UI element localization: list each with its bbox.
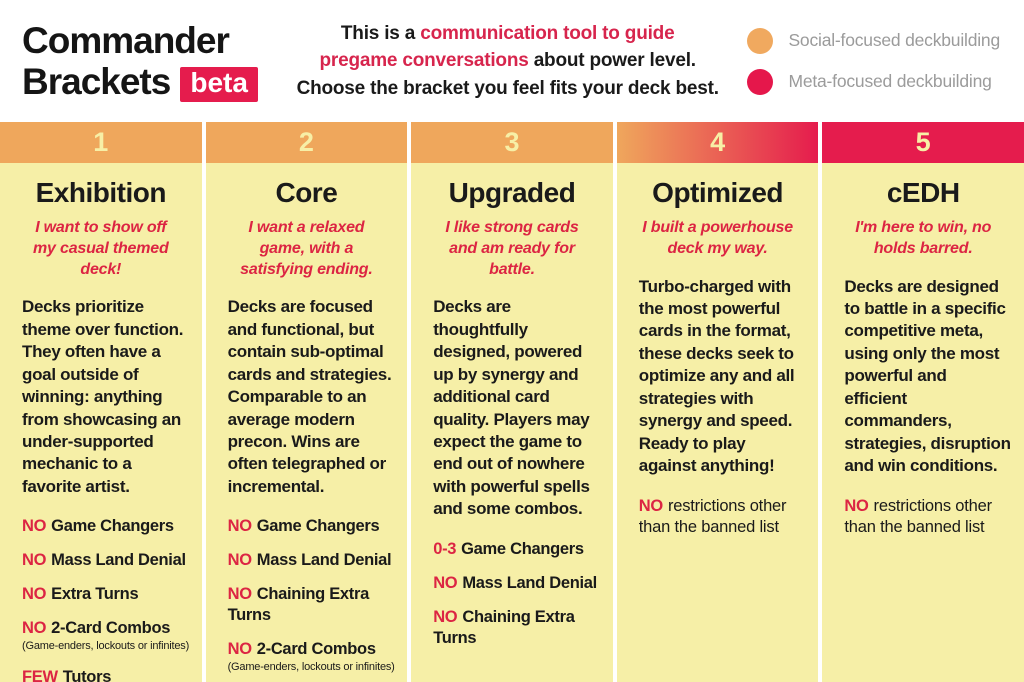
rule-item: NO restrictions other than the banned lis… (844, 496, 1012, 538)
rule-note: (Game-enders, lockouts or infinites) (227, 661, 395, 674)
rule-keyword: NO (638, 496, 663, 515)
rule-text: Mass Land Denial (462, 573, 597, 592)
bracket-description: Decks are focused and functional, but co… (227, 297, 392, 496)
bracket-description: Turbo-charged with the most powerful car… (638, 276, 795, 476)
rule-text: restrictions other than the banned list (844, 496, 992, 536)
rule-text: Extra Turns (51, 585, 139, 604)
rule-keyword: NO (22, 551, 47, 570)
rule-text: Game Changers (461, 539, 584, 558)
rule-keyword: FEW (22, 668, 58, 682)
bracket-column-core: Core I want a relaxed game, with a satis… (205, 163, 408, 682)
bracket-tagline: I want to show off my casual themed deck… (33, 219, 169, 278)
bracket-5-number: 5 (822, 122, 1024, 163)
rule-keyword: NO (433, 573, 458, 592)
bracket-rules: NO restrictions other than the banned lis… (627, 496, 809, 538)
rule-item: NO Chaining Extra Turns (433, 607, 601, 649)
rule-text: Game Changers (256, 517, 380, 536)
bracket-1-number: 1 (0, 122, 202, 163)
bracket-rules: 0-3 Game Changers NO Mass Land Denial NO Ch… (421, 539, 603, 649)
rule-keyword: NO (22, 585, 47, 604)
rule-item: 0-3 Game Changers (433, 539, 601, 560)
bracket-column-exhibition: Exhibition I want to show off my casual … (0, 163, 202, 682)
bracket-grid: 1 2 3 4 5 Exhibition I want to show off … (0, 122, 1024, 682)
bracket-3-number: 3 (411, 122, 613, 163)
rule-keyword: NO (844, 496, 869, 515)
intro-line-3: Choose the bracket you feel fits your de… (296, 77, 719, 99)
rule-text: Game Changers (51, 517, 174, 536)
header: Commander Brackets beta This is a communi… (0, 0, 1024, 122)
rule-item: NO Game Changers (22, 516, 190, 537)
rule-item: NO Mass Land Denial (433, 573, 601, 594)
legend-social-label: Social-focused deckbuilding (788, 30, 1000, 50)
rule-text: restrictions other than the banned list (638, 496, 787, 536)
rule-item: NO restrictions other than the banned lis… (639, 496, 807, 538)
rule-item: NO Mass Land Denial (228, 550, 396, 571)
bracket-name: Core (275, 177, 338, 208)
bracket-description: Decks prioritize theme over function. Th… (22, 297, 184, 496)
rule-item: NO Mass Land Denial (22, 550, 190, 571)
rule-item: FEW Tutors (22, 667, 190, 682)
legend-social-row: Social-focused deckbuilding (747, 27, 1000, 54)
rule-item: NO Game Changers (228, 516, 396, 537)
bracket-description: Decks are thoughtfully designed, powered… (433, 297, 590, 519)
legend-meta-label: Meta-focused deckbuilding (788, 71, 992, 91)
rule-text: 2-Card Combos (256, 640, 376, 659)
intro-text: This is a communication tool to guide pr… (297, 20, 719, 103)
bracket-2-number: 2 (205, 122, 408, 163)
meta-dot-icon (747, 68, 774, 95)
bracket-tagline: I like strong cards and am ready for bat… (445, 219, 579, 278)
rule-keyword: NO (227, 517, 252, 536)
bracket-rules: NO Game Changers NO Mass Land Denial NO Cha… (216, 516, 398, 682)
rule-text: 2-Card Combos (51, 619, 171, 638)
bracket-name: Upgraded (448, 177, 576, 208)
page-title: Commander Brackets beta (22, 20, 258, 103)
legend-meta-row: Meta-focused deckbuilding (747, 68, 1000, 95)
title-brackets-text: Brackets (22, 61, 171, 102)
rule-keyword: NO (22, 517, 47, 536)
rule-text: Tutors (62, 668, 112, 682)
title-line-2: Brackets beta (22, 61, 258, 103)
bracket-description: Decks are designed to battle in a specif… (844, 276, 1011, 476)
bracket-tagline: I'm here to win, no holds barred. (855, 219, 992, 257)
bracket-name: Exhibition (35, 177, 167, 208)
rule-text: Chaining Extra Turns (433, 607, 575, 647)
bracket-name: cEDH (886, 177, 960, 208)
rule-keyword: NO (433, 607, 458, 626)
rule-item: NO 2-Card Combos (Game-enders, lockouts o… (228, 639, 396, 675)
rule-item: NO 2-Card Combos (Game-enders, lockouts o… (22, 618, 190, 654)
rule-keyword: NO (227, 585, 252, 604)
social-dot-icon (747, 27, 774, 54)
beta-badge: beta (180, 67, 258, 103)
bracket-column-upgraded: Upgraded I like strong cards and am read… (411, 163, 613, 682)
bracket-column-cedh: cEDH I'm here to win, no holds barred. D… (822, 163, 1024, 682)
rule-keyword: NO (227, 640, 252, 659)
bracket-4-number: 4 (616, 122, 819, 163)
rule-text: Chaining Extra Turns (227, 585, 370, 625)
bracket-column-optimized: Optimized I built a powerhouse deck my w… (616, 163, 819, 682)
rule-keyword: NO (227, 551, 252, 570)
legend: Social-focused deckbuilding Meta-focused… (747, 27, 1006, 95)
bracket-tagline: I built a powerhouse deck my way. (642, 219, 793, 257)
rule-text: Mass Land Denial (51, 551, 186, 570)
intro-line-1: This is a communication tool to guide (340, 22, 675, 44)
title-line-1: Commander (22, 19, 230, 61)
intro-line-2: pregame conversations about power level. (319, 50, 697, 72)
bracket-name: Optimized (652, 177, 784, 208)
rule-item: NO Chaining Extra Turns (228, 584, 396, 626)
rule-keyword: 0-3 (433, 539, 457, 558)
rule-keyword: NO (22, 619, 47, 638)
bracket-rules: NO restrictions other than the banned lis… (832, 496, 1014, 538)
rule-note: (Game-enders, lockouts or infinites) (22, 640, 190, 653)
bracket-rules: NO Game Changers NO Mass Land Denial NO Ext… (10, 516, 192, 682)
rule-text: Mass Land Denial (256, 551, 392, 570)
bracket-tagline: I want a relaxed game, with a satisfying… (240, 219, 373, 278)
rule-item: NO Extra Turns (22, 584, 190, 605)
